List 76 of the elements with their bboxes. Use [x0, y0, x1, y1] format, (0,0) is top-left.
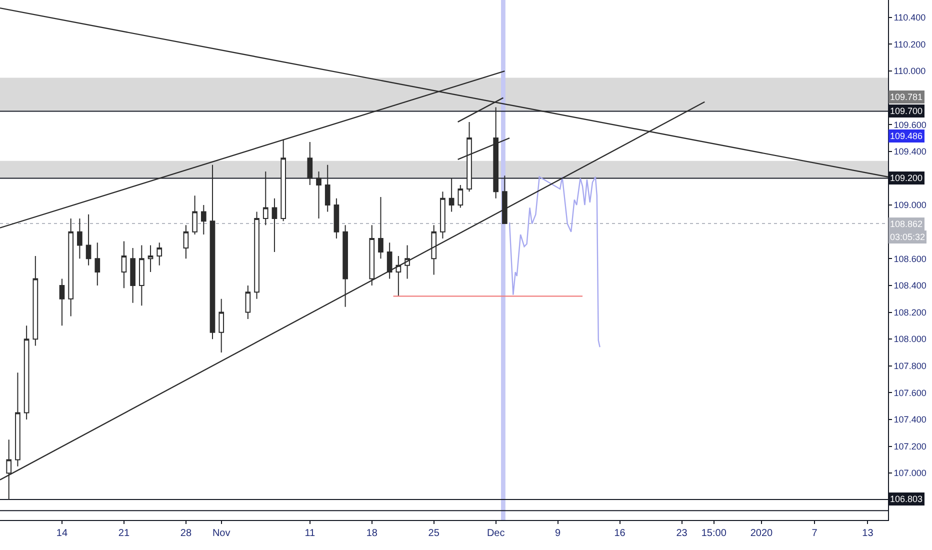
candlestick [94, 242, 100, 286]
y-tick-label: 108.600 [894, 254, 926, 264]
candlestick [262, 171, 268, 226]
y-tick-label: 108.000 [894, 334, 926, 344]
ref-line-label: 109.700 [890, 106, 923, 116]
y-tick-label: 107.000 [894, 468, 926, 478]
candlestick [32, 255, 38, 346]
candlestick [378, 196, 384, 260]
y-tick-label: 109.000 [894, 200, 926, 210]
candlestick [334, 198, 340, 240]
y-tick-label: 107.200 [894, 441, 926, 452]
ref-line-label: 109.200 [890, 173, 923, 183]
x-tick-label: Nov [212, 528, 230, 539]
x-tick-label: 28 [180, 528, 192, 539]
text: 03:05:32 [890, 232, 926, 242]
x-tick-label: Dec [486, 528, 505, 539]
candlestick [156, 242, 162, 266]
candlestick [458, 184, 464, 208]
candlestick [77, 218, 82, 260]
candlestick [59, 278, 65, 326]
candlestick [386, 242, 392, 280]
x-tick-label: 23 [676, 528, 688, 539]
y-tick-label: 107.800 [894, 361, 926, 372]
candlestick [24, 325, 30, 420]
candlestick [183, 224, 189, 260]
y-tick-label: 110.000 [894, 66, 926, 76]
candlestick [431, 224, 437, 276]
candlestick [254, 211, 260, 300]
ref-line-label: 108.862 [890, 219, 923, 229]
x-tick-label: 14 [56, 528, 68, 539]
candlestick [502, 175, 508, 224]
candlestick [139, 244, 144, 306]
x-tick-label: 2020 [750, 528, 774, 539]
candlestick [121, 240, 127, 289]
x-tick-label: 18 [366, 528, 378, 539]
candlestick [448, 178, 454, 212]
candlestick [342, 224, 348, 308]
candlestick [68, 218, 74, 317]
candlestick [218, 298, 224, 353]
x-tick-label: 7 [812, 528, 818, 539]
line-series [508, 176, 600, 348]
candlestick [280, 138, 286, 222]
y-tick-label: 109.400 [894, 146, 926, 157]
candlestick [272, 198, 278, 252]
candlestick [307, 142, 313, 186]
x-tick-label: 16 [614, 528, 626, 539]
y-tick-label: 107.400 [894, 414, 926, 425]
candlestick [200, 204, 206, 236]
text: 109.781 [890, 92, 923, 102]
candlestick [210, 164, 216, 340]
y-tick-label: 110.400 [894, 12, 926, 23]
candlestick [316, 171, 322, 219]
candlestick [245, 284, 251, 320]
candlestick [15, 372, 20, 467]
y-tick-label: 109.600 [894, 120, 926, 130]
candlestick [396, 255, 402, 297]
candlestick [324, 164, 330, 212]
candlestick [440, 191, 446, 240]
candlestick [130, 247, 136, 304]
text: 109.486 [890, 131, 923, 141]
x-tick-label: 11 [304, 528, 316, 539]
x-tick-label: 9 [555, 528, 562, 539]
y-tick-label: 108.400 [894, 280, 926, 291]
x-tick-label: 13 [862, 528, 874, 539]
ref-line-label: 106.803 [890, 494, 923, 504]
x-tick-label: 15:00 [701, 528, 727, 539]
candlestick [86, 214, 92, 266]
candlestick [404, 244, 410, 280]
y-tick-label: 110.200 [894, 39, 926, 50]
x-tick-label: 21 [118, 528, 130, 539]
candlestick [192, 195, 198, 236]
candlestick [369, 224, 375, 286]
x-tick-label: 25 [428, 528, 440, 539]
y-tick-label: 108.200 [894, 307, 926, 318]
y-tick-label: 107.600 [894, 388, 926, 398]
candlestick [148, 244, 154, 273]
